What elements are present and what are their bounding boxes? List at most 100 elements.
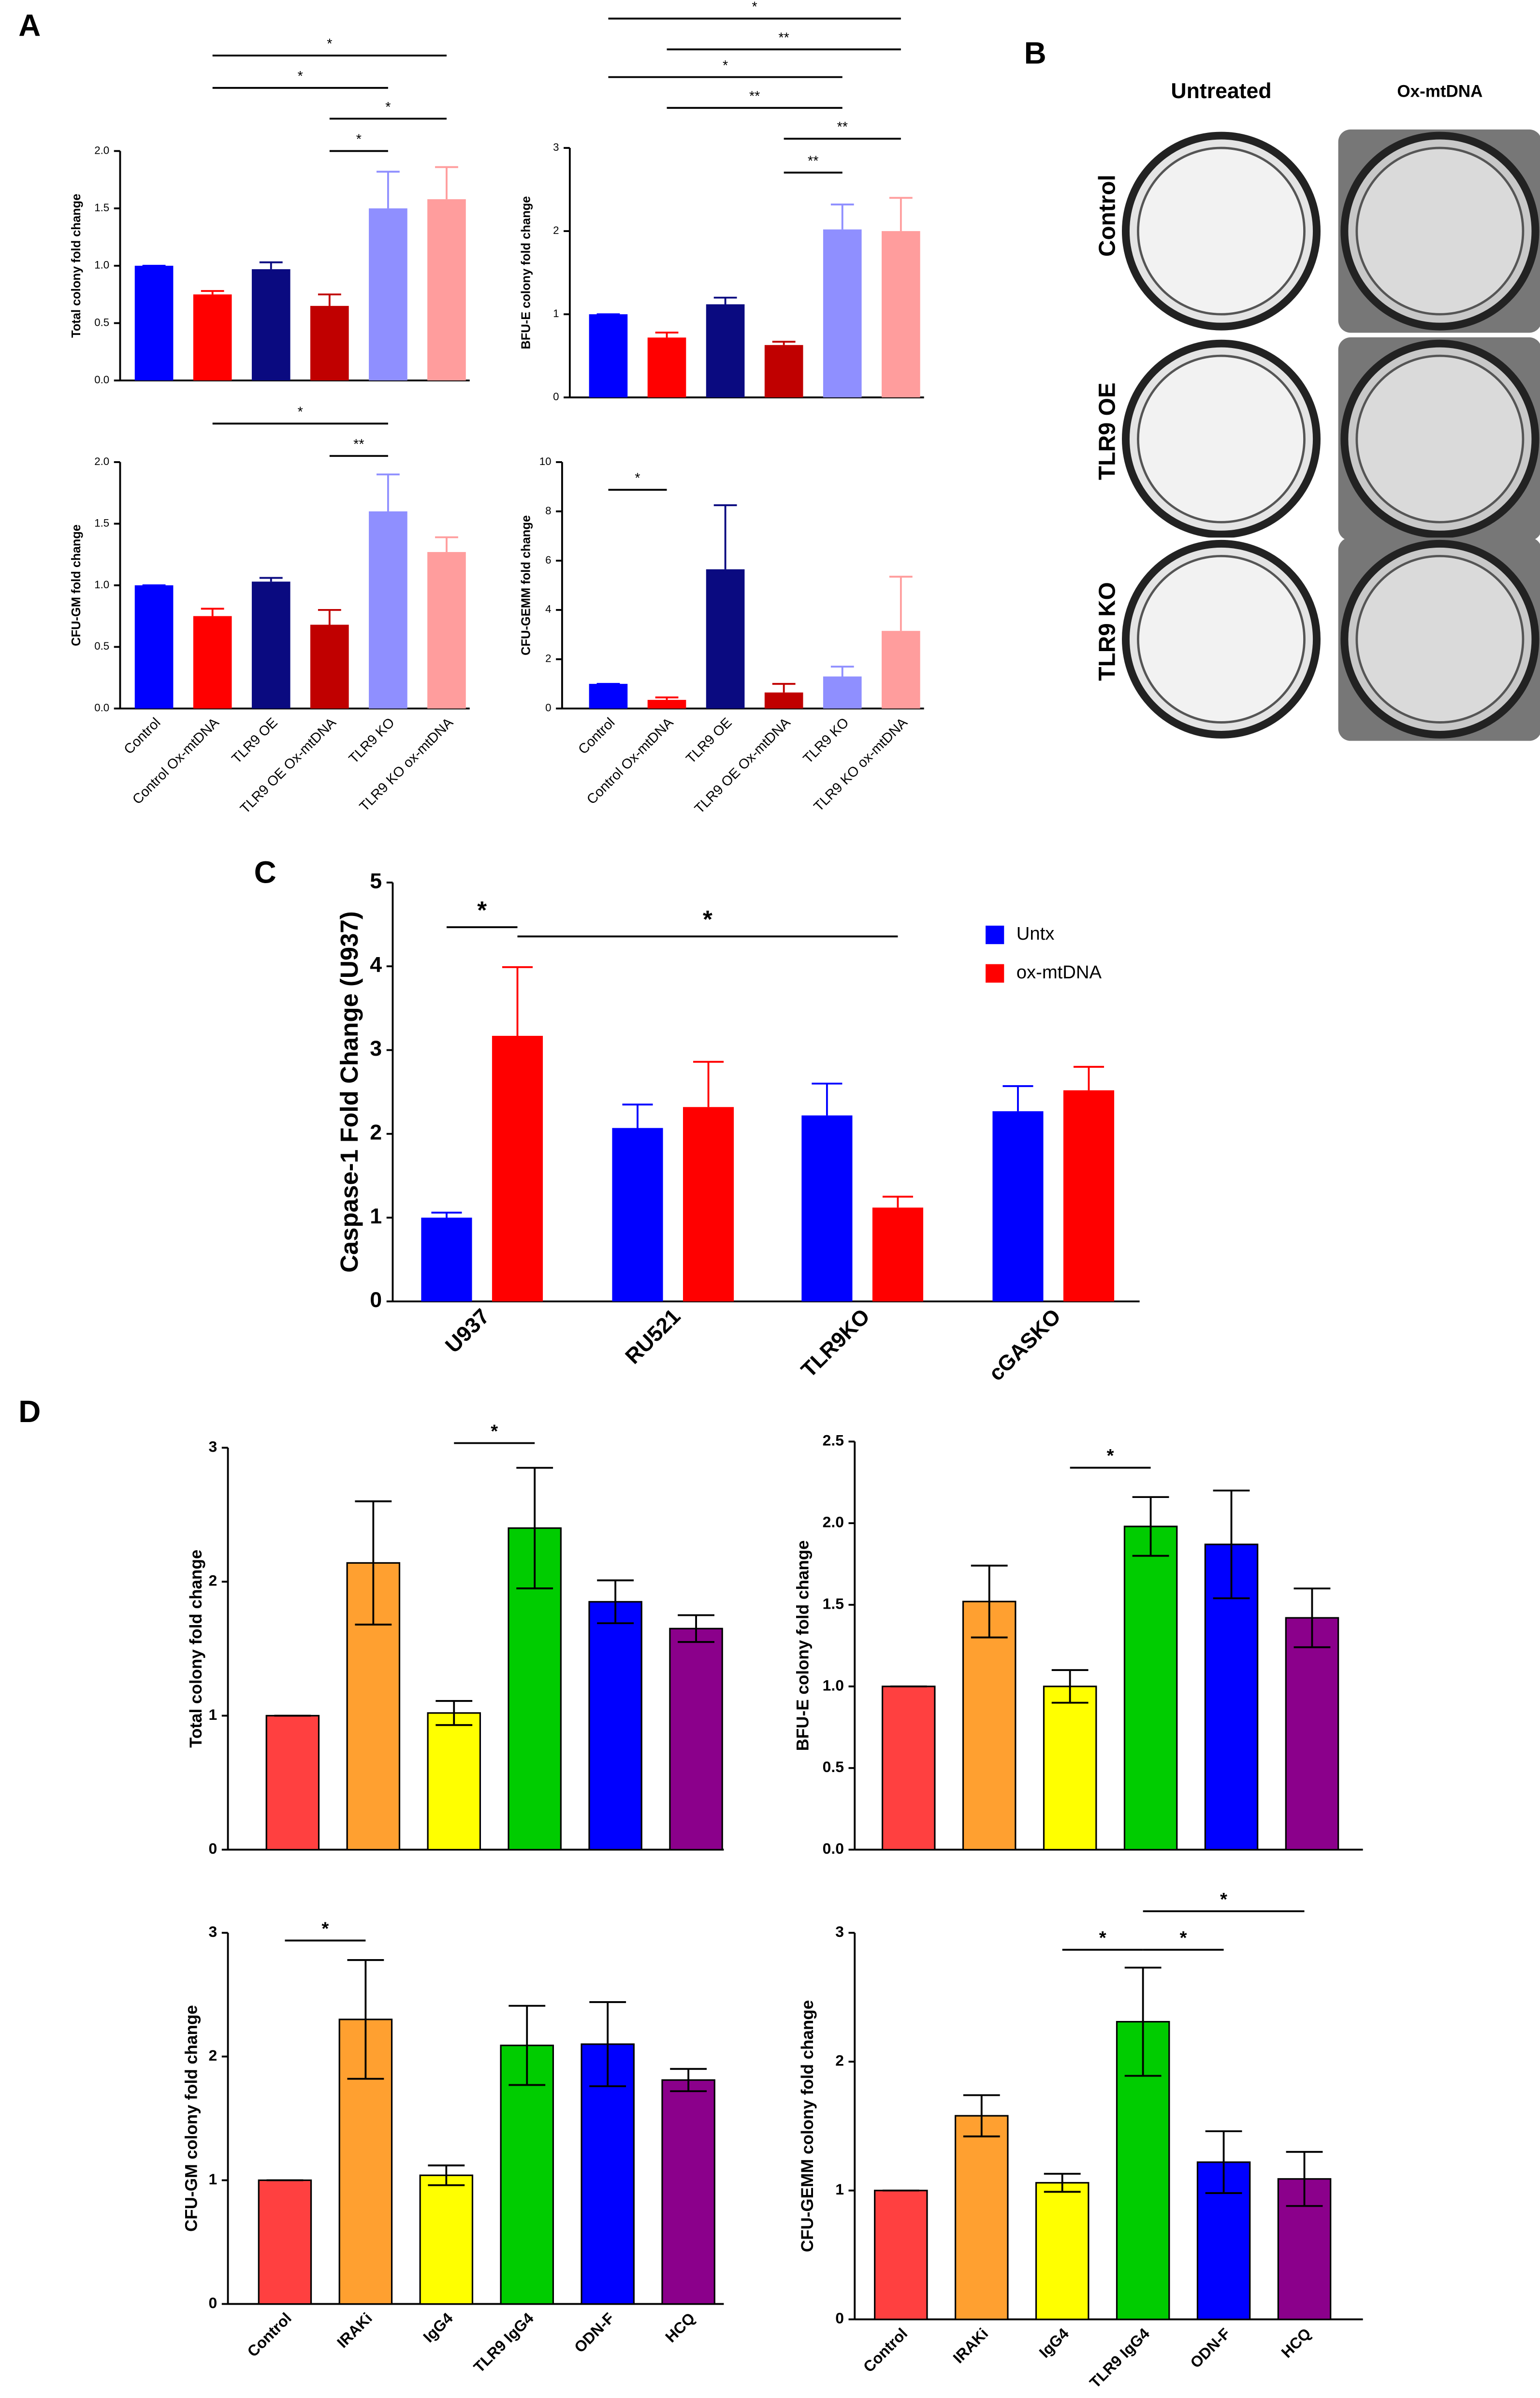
bar: [1063, 1090, 1115, 1302]
plate-inner: [1355, 146, 1525, 316]
x-tick-label: Control: [121, 715, 164, 757]
x-tick-label: Control: [860, 2325, 911, 2376]
error-bar: [889, 197, 913, 232]
error-bar: [376, 171, 400, 209]
y-tick-label: 0.0: [94, 374, 109, 386]
bar: [764, 345, 803, 398]
bar: [421, 1218, 472, 1302]
x-tick-label: Control: [244, 2309, 295, 2360]
y-axis-label: Total colony fold change: [70, 194, 83, 338]
bar: [427, 199, 466, 381]
bar: [661, 2079, 715, 2305]
y-tick-label: 1: [370, 1205, 382, 1228]
bar: [500, 2044, 554, 2305]
row-label: TLR9 KO: [1095, 582, 1120, 681]
bar: [669, 1628, 723, 1851]
error-bar: [1286, 2151, 1323, 2207]
error-bar: [882, 1195, 913, 1208]
bar: [647, 699, 686, 709]
bar: [764, 692, 803, 709]
significance-label: *: [491, 1421, 498, 1441]
y-tick-label: 2.0: [823, 1513, 844, 1531]
error-bar: [1051, 1669, 1089, 1704]
error-bar: [678, 1614, 714, 1643]
significance-label: **: [837, 119, 848, 135]
x-tick-label: IRAKi: [949, 2325, 991, 2367]
panel-label: C: [254, 855, 276, 890]
error-bar: [772, 683, 796, 693]
chart: 0.0 0.5 1.0 1.5 2.0 2.5 BFU-E colony fold chan…: [793, 1432, 1363, 1857]
bar: [427, 552, 466, 709]
bar: [683, 1107, 734, 1302]
y-tick-label: 4: [545, 603, 551, 615]
bar: [955, 2115, 1009, 2320]
error-bar: [1132, 1496, 1169, 1557]
x-tick-label: ODN-F: [1187, 2325, 1234, 2371]
error-bar: [1293, 1587, 1331, 1648]
significance-label: *: [635, 471, 640, 486]
error-bar: [830, 203, 854, 230]
bar: [823, 229, 862, 398]
plate-inner: [1137, 146, 1306, 316]
error-bar: [1213, 1489, 1250, 1599]
error-bar: [318, 293, 341, 306]
y-tick-label: 1.5: [94, 202, 109, 214]
x-tick-label: ODN-F: [571, 2309, 618, 2356]
bar: [310, 625, 349, 709]
bar: [647, 337, 686, 398]
bar: [706, 569, 745, 709]
y-tick-label: 2: [370, 1121, 382, 1145]
significance-label: *: [752, 0, 757, 15]
bar: [1285, 1617, 1339, 1851]
y-axis-label: Caspase-1 Fold Change (U937): [335, 911, 363, 1273]
error-bar: [428, 2164, 465, 2186]
y-tick-label: 3: [835, 1923, 844, 1940]
x-tick-label: TLR9 OE Ox-mtDNA: [237, 714, 339, 816]
x-tick-label: TLR9 IgG4: [470, 2309, 537, 2376]
y-tick-label: 0.5: [94, 316, 109, 328]
y-tick-label: 6: [545, 554, 551, 566]
y-tick-label: 3: [209, 1438, 218, 1455]
bar: [801, 1115, 853, 1302]
bar: [612, 1128, 663, 1302]
error-bar: [318, 609, 341, 625]
error-bar: [693, 1061, 724, 1107]
row-label: Control: [1095, 174, 1120, 257]
y-tick-label: 1.0: [823, 1676, 844, 1694]
bar: [881, 231, 920, 398]
y-tick-label: 5: [370, 870, 382, 893]
bar: [992, 1111, 1044, 1302]
panel-label: B: [1024, 36, 1046, 71]
error-bar: [516, 1467, 553, 1589]
y-tick-label: 0: [545, 702, 551, 714]
y-tick-label: 0: [209, 2294, 218, 2311]
bar: [589, 683, 628, 709]
legend-label: ox-mtDNA: [1017, 962, 1102, 983]
plate-inner: [1355, 354, 1525, 523]
significance-label: *: [327, 36, 332, 52]
error-bar: [376, 473, 400, 511]
error-bar: [812, 1082, 843, 1116]
y-tick-label: 4: [370, 953, 382, 977]
error-bar: [772, 341, 796, 345]
error-bar: [889, 576, 913, 631]
significance-label: *: [356, 132, 362, 147]
plate-inner: [1137, 554, 1306, 724]
x-tick-label: TLR9KO: [797, 1305, 874, 1382]
y-tick-label: 3: [553, 141, 559, 153]
error-bar: [431, 1211, 462, 1218]
error-bar: [622, 1104, 653, 1128]
x-tick-label: HCQ: [662, 2309, 698, 2346]
bar: [265, 1715, 320, 1851]
bar: [874, 2190, 928, 2320]
error-bar: [655, 696, 679, 700]
y-tick-label: 0: [209, 1840, 218, 1857]
y-tick-label: 1: [209, 2170, 218, 2188]
bar: [134, 585, 174, 709]
panel-label: A: [18, 8, 41, 43]
chart: 0 1 2 3 4 5 Caspase-1 Fold Change (U937) U937 RU…: [335, 870, 1140, 1385]
bar: [310, 305, 349, 381]
panel-label: D: [18, 1394, 41, 1429]
